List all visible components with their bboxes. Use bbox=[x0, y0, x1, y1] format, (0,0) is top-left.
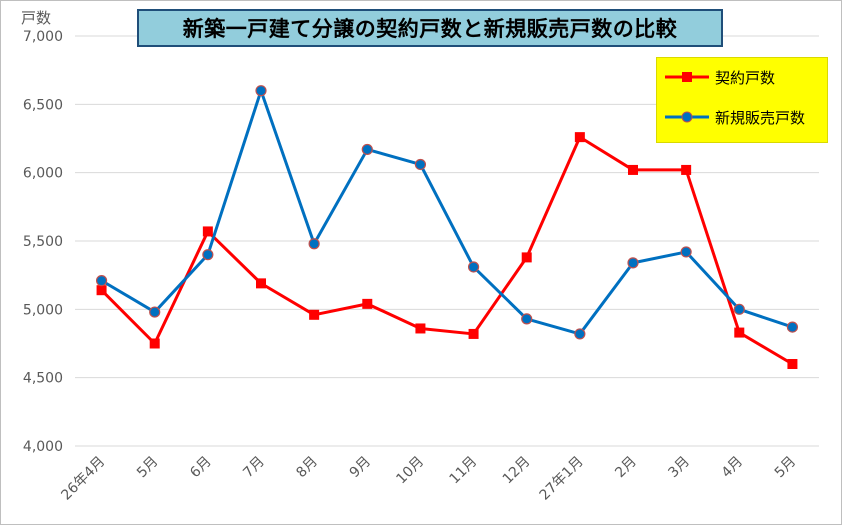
series-line-new-sales bbox=[100, 89, 793, 336]
x-tick-label: 5月 bbox=[134, 454, 162, 482]
y-tick-label: 7,000 bbox=[23, 29, 63, 45]
y-tick-label: 6,000 bbox=[23, 166, 63, 182]
legend: 契約戸数 新規販売戸数 bbox=[656, 57, 828, 143]
x-tick-label: 6月 bbox=[187, 454, 215, 482]
legend-label-new-sales: 新規販売戸数 bbox=[715, 108, 806, 127]
data-point-contract bbox=[521, 252, 532, 263]
data-point-new-sales bbox=[467, 261, 480, 273]
data-point-new-sales bbox=[574, 328, 586, 340]
y-tick-label: 4,000 bbox=[23, 439, 63, 455]
data-point-contract bbox=[574, 132, 585, 143]
y-tick-label: 6,500 bbox=[23, 97, 63, 113]
data-point-new-sales bbox=[680, 246, 692, 258]
legend-marker-circle-icon bbox=[665, 111, 709, 123]
data-point-contract bbox=[787, 359, 798, 369]
data-point-contract bbox=[96, 285, 107, 296]
data-point-new-sales bbox=[627, 257, 639, 269]
y-tick-labels: 4,000 4,500 5,000 5,500 6,000 6,500 7,000 bbox=[23, 29, 63, 455]
series-line-contract bbox=[100, 135, 794, 366]
data-point-contract bbox=[681, 164, 692, 175]
x-tick-label: 10月 bbox=[393, 454, 427, 488]
data-point-contract bbox=[468, 328, 479, 339]
y-tick-label: 5,500 bbox=[23, 234, 63, 250]
data-point-contract bbox=[415, 323, 426, 334]
series-layer bbox=[95, 85, 799, 369]
x-tick-label: 8月 bbox=[293, 454, 321, 482]
x-tick-label: 9月 bbox=[347, 454, 375, 482]
x-tick-labels: 26年4月 5月 6月 7月 8月 9月 10月 11月 12月 27年1月 2月 3月 4月 5月 bbox=[58, 454, 799, 504]
x-tick-label: 4月 bbox=[719, 454, 747, 482]
x-tick-label: 26年4月 bbox=[58, 454, 108, 504]
legend-item-new-sales: 新規販売戸数 bbox=[663, 106, 805, 128]
data-point-new-sales bbox=[255, 85, 267, 97]
data-point-new-sales bbox=[95, 275, 108, 287]
x-tick-label: 11月 bbox=[447, 454, 481, 488]
x-tick-label: 2月 bbox=[612, 454, 640, 482]
y-axis-unit-label: 戸数 bbox=[21, 9, 52, 27]
legend-label-contract: 契約戸数 bbox=[715, 68, 776, 87]
data-point-new-sales bbox=[149, 306, 161, 318]
legend-item-contract: 契約戸数 bbox=[663, 66, 775, 88]
data-point-contract bbox=[149, 338, 160, 349]
x-tick-label: 27年1月 bbox=[537, 454, 587, 504]
x-tick-label: 5月 bbox=[772, 454, 800, 482]
data-point-new-sales bbox=[733, 303, 745, 315]
chart-title: 新築一戸建て分譲の契約戸数と新規販売戸数の比較 bbox=[137, 9, 723, 47]
data-point-contract bbox=[628, 164, 638, 175]
data-point-contract bbox=[362, 298, 373, 309]
x-tick-label: 3月 bbox=[665, 454, 693, 482]
data-point-new-sales bbox=[361, 143, 373, 156]
data-point-new-sales bbox=[786, 321, 799, 333]
data-point-new-sales bbox=[414, 158, 427, 171]
data-point-contract bbox=[202, 226, 213, 237]
x-tick-label: 12月 bbox=[500, 454, 534, 488]
data-point-new-sales bbox=[521, 313, 533, 325]
x-tick-label: 7月 bbox=[240, 454, 268, 482]
data-point-new-sales bbox=[202, 249, 214, 261]
data-point-contract bbox=[309, 309, 320, 320]
y-tick-label: 5,000 bbox=[23, 302, 63, 318]
data-point-contract bbox=[734, 327, 745, 338]
data-point-contract bbox=[256, 278, 266, 289]
data-point-new-sales bbox=[308, 238, 320, 250]
legend-marker-square-icon bbox=[665, 72, 709, 82]
y-tick-label: 4,500 bbox=[23, 371, 63, 387]
